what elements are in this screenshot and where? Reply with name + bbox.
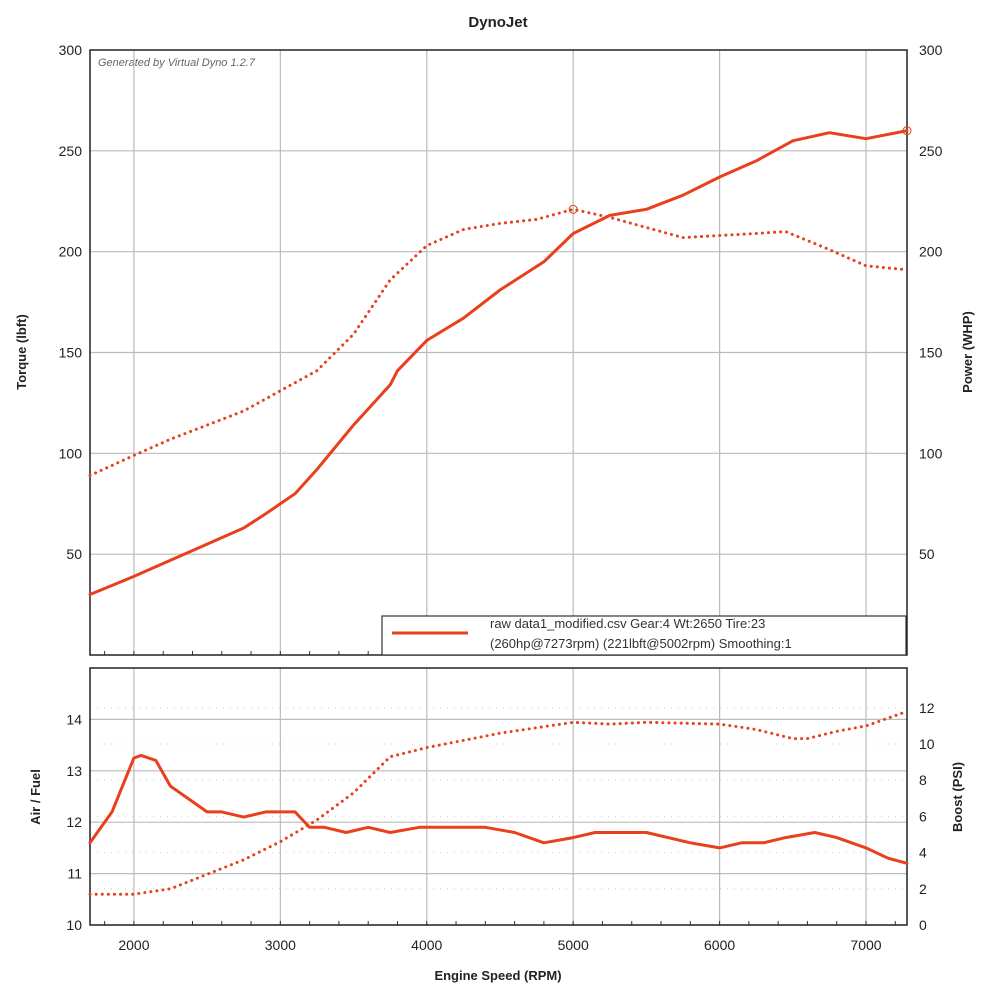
x-tick-label: 2000: [118, 937, 149, 953]
legend-box: [381, 615, 907, 656]
plot-frame: [89, 667, 908, 926]
y-tick-label: 12: [66, 814, 82, 830]
x-tick-label: 6000: [704, 937, 735, 953]
y2-tick-label: 8: [919, 772, 927, 788]
legend-line-2: (260hp@7273rpm) (221lbft@5002rpm) Smooth…: [490, 636, 792, 651]
y2-tick-label: 250: [919, 143, 943, 159]
x-tick-label: 7000: [850, 937, 881, 953]
y-tick-label: 200: [59, 244, 83, 260]
y2-tick-label: 12: [919, 700, 935, 716]
y-tick-label: 11: [67, 866, 82, 882]
y-tick-label: 300: [59, 42, 83, 58]
x-tick-label: 4000: [411, 937, 442, 953]
y-tick-label: 50: [66, 546, 82, 562]
y2-tick-label: 50: [919, 546, 935, 562]
x-tick-label: 5000: [558, 937, 589, 953]
boost-axis-label: Boost (PSI): [950, 762, 965, 832]
series-line-torque-lbft-: [88, 207, 909, 477]
legend-line-1: raw data1_modified.csv Gear:4 Wt:2650 Ti…: [490, 616, 765, 631]
afr-axis-label: Air / Fuel: [28, 769, 43, 825]
power-axis-label: Power (WHP): [960, 311, 975, 393]
legend: raw data1_modified.csv Gear:4 Wt:2650 Ti…: [381, 615, 907, 656]
y-tick-label: 10: [66, 917, 82, 933]
x-tick-label: 3000: [265, 937, 296, 953]
y-tick-label: 100: [59, 445, 83, 461]
torque-peak-marker: [568, 204, 578, 214]
y2-tick-label: 2: [919, 881, 927, 897]
y2-tick-label: 300: [919, 42, 943, 58]
y-tick-label: 250: [59, 143, 83, 159]
y2-tick-label: 4: [919, 845, 927, 861]
y2-tick-label: 0: [919, 917, 927, 933]
power-peak-marker: [902, 126, 912, 136]
y2-tick-label: 150: [919, 345, 943, 361]
y2-tick-label: 6: [919, 808, 927, 824]
y2-tick-label: 10: [919, 736, 935, 752]
series-line-boost-psi-: [88, 709, 909, 896]
torque-axis-label: Torque (lbft): [14, 314, 29, 390]
chart-title: DynoJet: [468, 14, 527, 31]
series-line-power-whp-: [88, 129, 909, 596]
watermark: Generated by Virtual Dyno 1.2.7: [98, 57, 256, 69]
series-line-air-fuel: [88, 753, 909, 865]
y-tick-label: 14: [66, 711, 82, 727]
y-tick-label: 13: [66, 763, 82, 779]
y2-tick-label: 100: [919, 445, 943, 461]
y2-tick-label: 200: [919, 244, 943, 260]
x-axis-label: Engine Speed (RPM): [434, 968, 561, 983]
y-tick-label: 150: [59, 345, 83, 361]
